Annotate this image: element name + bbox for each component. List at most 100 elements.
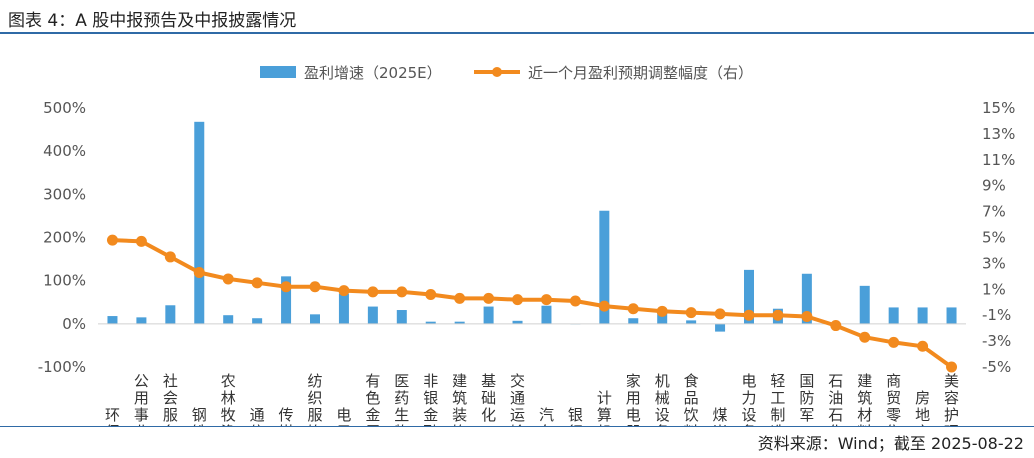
legend-line-label: 近一个月盈利预期调整幅度（右） (528, 64, 753, 82)
bar (136, 317, 147, 324)
right-axis: -5% -3% -1% 1% 3% 5% 7% 9% 11% 13% 15% (982, 99, 1015, 376)
bar (223, 315, 234, 324)
bar (107, 316, 118, 324)
left-axis-tick-label: 300% (43, 185, 86, 203)
bar (801, 273, 812, 324)
right-axis-tick-label: 13% (982, 125, 1015, 143)
bar (657, 310, 668, 324)
category-label: 医药生物 (394, 372, 409, 426)
category-label: 社会服务 (163, 372, 178, 426)
legend-line-marker (492, 67, 502, 77)
left-axis: -100% 0% 100% 200% 300% 400% 500% (38, 99, 86, 376)
category-label: 银行 (568, 406, 583, 426)
line-point (743, 309, 755, 321)
line-point (251, 277, 263, 289)
category-label: 机械设备 (655, 372, 670, 426)
category-label: 公用事业 (134, 372, 149, 426)
line-point (888, 336, 900, 348)
bottom-rule (0, 426, 1034, 427)
category-label: 钢铁 (192, 406, 207, 426)
bar (281, 276, 292, 324)
category-label: 农林牧渔 (221, 372, 236, 426)
line-point (656, 305, 668, 317)
bar (859, 285, 870, 324)
bar (888, 307, 899, 324)
line-point (540, 294, 552, 306)
category-label: 建筑装饰 (452, 372, 467, 426)
right-axis-tick-label: 3% (982, 254, 1006, 272)
bar (454, 321, 465, 324)
line-point (483, 292, 495, 304)
right-axis-tick-label: 5% (982, 229, 1006, 247)
category-label: 轻工制造 (770, 372, 785, 426)
left-axis-tick-label: 200% (43, 229, 86, 247)
category-label: 电力设备 (741, 372, 756, 426)
chart-title: 图表 4：A 股中报预告及中报披露情况 (8, 11, 297, 31)
legend-bar-swatch (260, 66, 296, 78)
line-point (425, 288, 437, 300)
line-point (685, 307, 697, 319)
bar (483, 306, 494, 324)
right-axis-tick-label: -3% (982, 332, 1011, 350)
category-axis: 环保公用事业社会服务钢铁农林牧渔通信传媒纺织服饰电子有色金属医药生物非银金融建筑… (105, 372, 959, 426)
category-label: 汽车 (539, 406, 554, 426)
line-point (135, 235, 147, 247)
legend-bar-label: 盈利增速（2025E） (304, 64, 442, 82)
line-point (946, 361, 958, 373)
right-axis-tick-label: -5% (982, 358, 1011, 376)
line-point (309, 281, 321, 293)
line-point (106, 234, 118, 246)
line-point (222, 273, 234, 285)
category-label: 建筑材料 (857, 372, 872, 426)
line-point (396, 286, 408, 298)
right-axis-tick-label: -1% (982, 306, 1011, 324)
line-point (772, 309, 784, 321)
line-point (714, 308, 726, 320)
right-axis-tick-label: 7% (982, 203, 1006, 221)
bar (541, 305, 552, 324)
source-note: 资料来源：Wind；截至 2025-08-22 (757, 434, 1024, 453)
category-label: 食品饮料 (684, 372, 699, 426)
line-point (512, 294, 524, 306)
category-label: 石油石化 (828, 372, 843, 426)
category-label: 国防军工 (799, 372, 814, 426)
line-point (280, 281, 292, 293)
line-point (859, 331, 871, 343)
bar (715, 323, 726, 332)
category-label: 房地产 (915, 389, 930, 426)
line-point (627, 303, 639, 315)
series-line (112, 238, 953, 369)
line-point (801, 310, 813, 322)
category-label: 电子 (336, 406, 351, 426)
line-point (917, 340, 929, 352)
bar (367, 306, 378, 324)
category-label: 纺织服饰 (307, 372, 322, 426)
line-point (569, 295, 581, 307)
category-label: 通信 (250, 406, 265, 426)
category-label: 基础化工 (481, 372, 496, 426)
bar (338, 293, 349, 324)
line-point (193, 266, 205, 278)
left-axis-tick-label: 400% (43, 142, 86, 160)
line-point (830, 320, 842, 332)
bar (599, 210, 610, 324)
line-point (164, 251, 176, 263)
line-point (367, 286, 379, 298)
category-label: 环保 (105, 406, 120, 426)
chart: 盈利增速（2025E） 近一个月盈利预期调整幅度（右） -100% 0% 100% 2… (38, 64, 1016, 426)
category-label: 煤炭 (713, 406, 728, 426)
right-axis-tick-label: 11% (982, 151, 1015, 169)
top-rule (0, 32, 1034, 34)
bar (628, 318, 639, 324)
bar (917, 307, 928, 324)
left-axis-tick-label: 100% (43, 272, 86, 290)
category-label: 美容护理 (944, 372, 959, 426)
bar (512, 320, 523, 324)
bar (744, 269, 754, 324)
bar (310, 314, 320, 324)
bar (425, 321, 436, 324)
bar (194, 121, 205, 324)
right-axis-tick-label: 1% (982, 280, 1006, 298)
left-axis-tick-label: 0% (62, 315, 86, 333)
line-point (598, 300, 610, 312)
